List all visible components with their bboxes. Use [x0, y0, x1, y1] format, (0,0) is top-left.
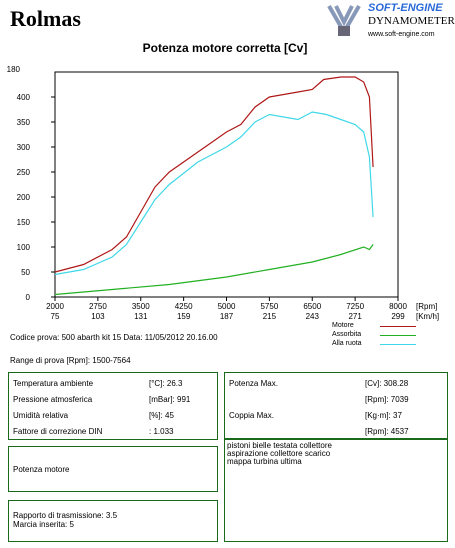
logo-icon [327, 5, 361, 37]
speed-tick-label: 243 [306, 312, 320, 321]
y-tick-label: 300 [17, 143, 31, 152]
speed-tick-label: 299 [391, 312, 405, 321]
field-label: Potenza Max. [229, 379, 278, 388]
speed-tick-label: 159 [177, 312, 191, 321]
field-label: Fattore di correzione DIN [13, 427, 103, 436]
field-value: [Rpm]: 4537 [365, 427, 409, 436]
conditions-box: Temperatura ambiente [°C]: 26.3 Pressione … [8, 372, 218, 440]
speed-tick-label: 103 [91, 312, 105, 321]
field-label: Pressione atmosferica [13, 395, 93, 404]
power-label: Potenza motore [13, 465, 70, 474]
y-tick-label: 100 [17, 243, 31, 252]
y-tick-label: 50 [21, 268, 30, 277]
speed-tick-label: 75 [51, 312, 60, 321]
x-tick-label: 5000 [218, 302, 236, 311]
series-line [54, 244, 374, 296]
field-value: [Rpm]: 7039 [365, 395, 409, 404]
field-label: Coppia Max. [229, 411, 274, 420]
x-tick-label: 5750 [260, 302, 278, 311]
legend-label: Assorbita [332, 331, 362, 338]
x-tick-label: 6500 [303, 302, 321, 311]
legend-label: Alla ruota [332, 340, 362, 347]
y-tick-label: 350 [17, 118, 31, 127]
x-tick-label: 2750 [89, 302, 107, 311]
gear-line: Marcia inserita: 5 [13, 520, 74, 529]
website: www.soft-engine.com [368, 31, 435, 38]
notes-box: pistoni bielle testata collettore aspiraz… [224, 438, 448, 542]
note-line: aspirazione collettore scarico [227, 449, 331, 458]
y-tick-label: 150 [17, 218, 31, 227]
chart: Potenza motore corretta [Cv] 180 0 50 100 1… [7, 41, 439, 321]
power-box: Potenza motore [8, 446, 218, 492]
speed-tick-label: 131 [134, 312, 148, 321]
y-tick-label: 200 [17, 193, 31, 202]
note-line: mappa turbina ultima [227, 457, 302, 466]
field-label: Temperatura ambiente [13, 379, 94, 388]
top-axis-label: 180 [7, 65, 21, 74]
results-box: Potenza Max. [Cv]: 308.28 [Rpm]: 7039 Coppi… [224, 372, 448, 440]
field-value: [Kg·m]: 37 [365, 411, 402, 420]
test-code: Codice prova: 500 abarth kit 15 Data: 11… [10, 333, 218, 342]
site-title: Rolmas [10, 6, 81, 31]
field-value: : 1.033 [149, 427, 174, 436]
series-line [54, 111, 374, 276]
legend-swatch [380, 344, 416, 345]
field-value: [°C]: 26.3 [149, 379, 183, 388]
legend-swatch [380, 326, 416, 327]
plot-frame [54, 71, 399, 298]
legend-label: Motore [332, 322, 354, 329]
x-tick-label: 7250 [346, 302, 364, 311]
logo-sub: DYNAMOMETERS [368, 15, 455, 27]
field-label: Umidità relativa [13, 411, 69, 420]
gear-line: Rapporto di trasmissione: 3.5 [13, 511, 118, 520]
speed-tick-label: 271 [348, 312, 362, 321]
x-tick-label: 4250 [175, 302, 193, 311]
gear-box: Rapporto di trasmissione: 3.5 Marcia inse… [8, 500, 218, 542]
speed-tick-label: 187 [220, 312, 234, 321]
logo: SOFT-ENGINE [368, 2, 443, 14]
x-tick-label: 2000 [46, 302, 64, 311]
y-tick-label: 250 [17, 168, 31, 177]
series-line [54, 76, 374, 273]
x-tick-label: 3500 [132, 302, 150, 311]
y-tick-label: 0 [26, 293, 31, 302]
legend-swatch [380, 335, 416, 336]
test-range: Range di prova [Rpm]: 1500-7564 [10, 356, 131, 365]
field-value: [mBar]: 991 [149, 395, 191, 404]
note-line: pistoni bielle testata collettore [227, 441, 332, 450]
chart-title: Potenza motore corretta [Cv] [143, 41, 308, 55]
field-value: [Cv]: 308.28 [365, 379, 409, 388]
x-tick-label: 8000 [389, 302, 407, 311]
y-tick-label: 400 [17, 93, 31, 102]
legend: Motore Assorbita Alla ruota [300, 322, 450, 352]
x-unit: [Rpm] [416, 302, 437, 311]
field-value: [%]: 45 [149, 411, 174, 420]
speed-tick-label: 215 [263, 312, 277, 321]
speed-unit: [Km/h] [416, 312, 439, 321]
